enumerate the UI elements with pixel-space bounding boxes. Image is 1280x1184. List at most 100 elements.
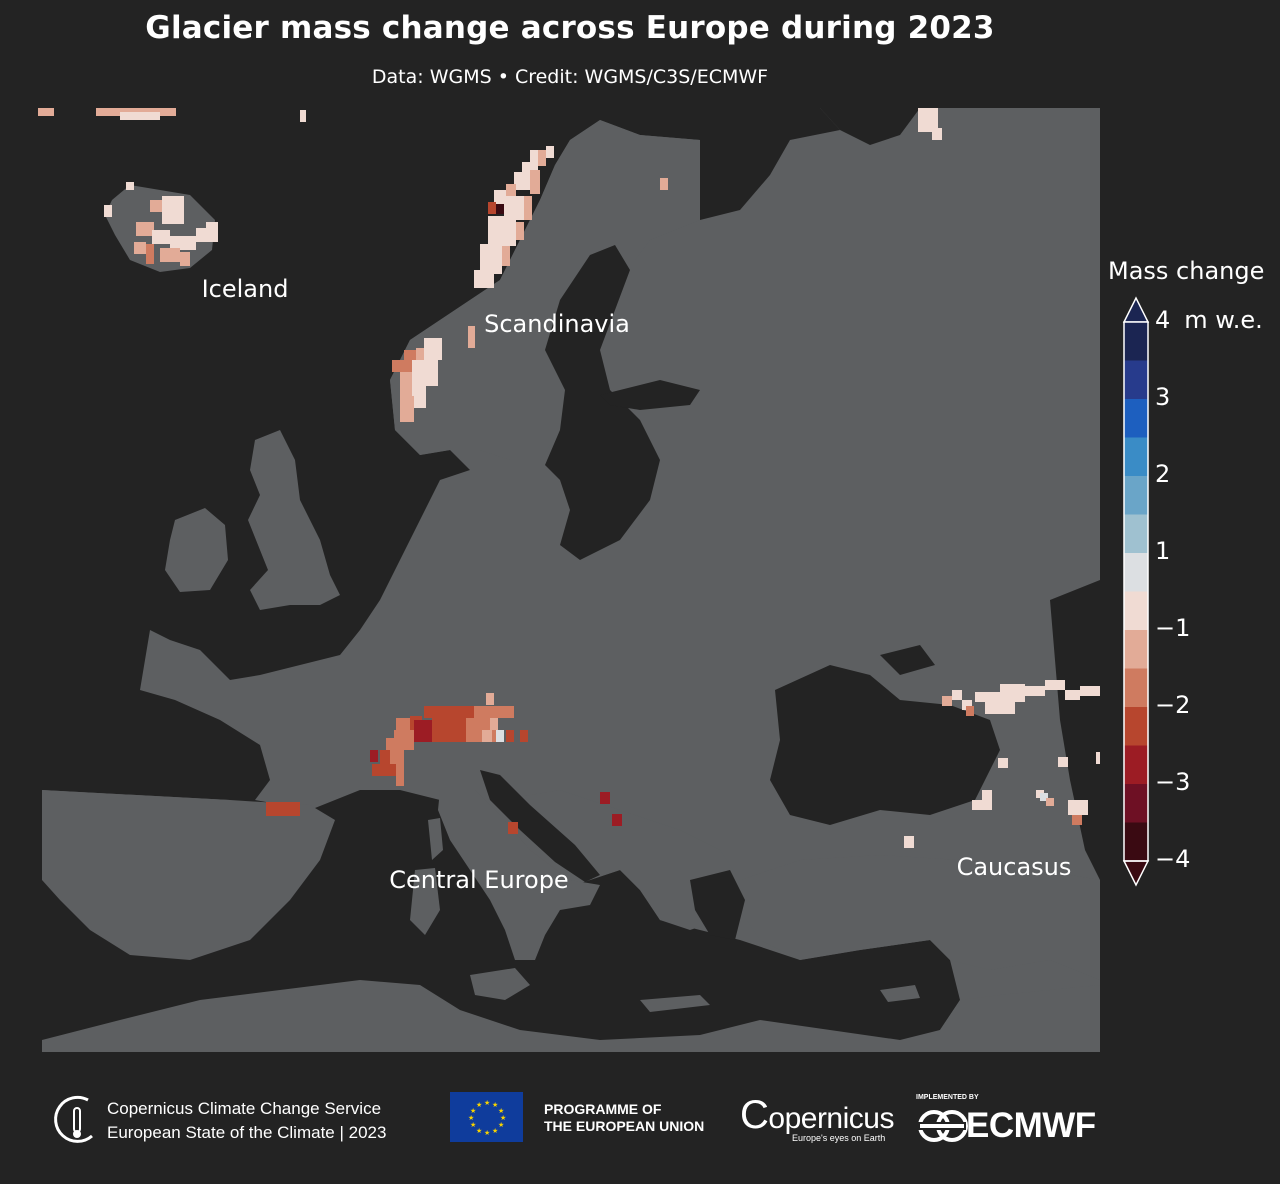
- colorbar-bin: [1124, 707, 1148, 746]
- glacier-cell: [372, 764, 396, 776]
- eu-line2: THE EUROPEAN UNION: [544, 1118, 705, 1134]
- chart-subtitle: Data: WGMS • Credit: WGMS/C3S/ECMWF: [371, 66, 769, 88]
- baltic-sea: [545, 245, 660, 560]
- scandinavia-land: [390, 120, 700, 460]
- glacier-cell: [918, 108, 938, 132]
- glacier-cell: [1046, 798, 1054, 806]
- glacier-cell: [104, 205, 112, 217]
- glacier-cell: [380, 750, 390, 764]
- glacier-cell: [1072, 815, 1082, 825]
- glacier-cell: [972, 800, 992, 810]
- glacier-cell: [975, 692, 1025, 702]
- colorbar-tick-label: −2: [1155, 691, 1191, 719]
- colorbar-bin: [1124, 322, 1148, 361]
- glacier-cell: [904, 836, 914, 848]
- colorbar-bin: [1124, 399, 1148, 438]
- glacier-cell: [180, 252, 190, 266]
- white-sea: [700, 108, 840, 220]
- eu-line1: PROGRAMME OF: [544, 1101, 662, 1117]
- glacier-cell: [412, 360, 438, 386]
- glacier-cell: [514, 172, 530, 190]
- svg-text:★: ★: [484, 1129, 490, 1137]
- glacier-cell: [134, 242, 146, 254]
- svg-text:★: ★: [492, 1127, 498, 1135]
- glacier-cell: [152, 230, 170, 244]
- glacier-cell: [966, 706, 974, 716]
- anatolia: [740, 855, 1100, 980]
- svg-text:★: ★: [498, 1121, 504, 1129]
- colorbar-bin: [1124, 360, 1148, 399]
- glacier-cell: [480, 244, 502, 274]
- iberia: [42, 790, 335, 960]
- corsica: [428, 818, 443, 860]
- gulf-of-finland: [600, 380, 700, 410]
- glacier-cell: [546, 146, 554, 158]
- svg-text:★: ★: [470, 1121, 476, 1129]
- glacier-cell: [120, 112, 160, 120]
- glacier-cell: [530, 150, 538, 170]
- svg-text:★: ★: [468, 1114, 474, 1122]
- sardinia: [410, 868, 440, 935]
- colorbar-extend-min: [1122, 860, 1150, 887]
- colorbar-bin: [1124, 668, 1148, 707]
- sicily: [470, 968, 530, 1000]
- glacier-cell: [1025, 686, 1045, 696]
- glacier-cell: [160, 248, 180, 262]
- glacier-cell: [1045, 680, 1065, 690]
- glacier-cell: [400, 396, 414, 422]
- glacier-cell: [1000, 684, 1025, 694]
- region-label-central-europe: Central Europe: [389, 866, 568, 894]
- svg-text:★: ★: [498, 1107, 504, 1115]
- iceland-land: [105, 185, 215, 272]
- glacier-cell: [474, 706, 514, 718]
- glacier-cell: [490, 718, 498, 730]
- glacier-cell: [404, 350, 416, 362]
- glacier-cell: [206, 222, 218, 242]
- glacier-cell: [474, 270, 494, 288]
- balkans: [500, 790, 740, 930]
- glacier-cell: [150, 200, 162, 212]
- glacier-cell: [1096, 752, 1100, 764]
- glacier-cell: [998, 758, 1008, 768]
- glacier-cell: [520, 730, 528, 742]
- c3s-line1: Copernicus Climate Change Service: [107, 1099, 382, 1118]
- barents-north: [820, 108, 920, 145]
- glacier-cell: [370, 750, 378, 762]
- glacier-cell: [412, 386, 426, 408]
- glacier-cell: [386, 738, 396, 752]
- glacier-cell: [962, 700, 972, 710]
- glacier-cell: [506, 730, 514, 742]
- svg-text:★: ★: [476, 1127, 482, 1135]
- glacier-cell: [1080, 686, 1100, 696]
- glacier-cell: [38, 108, 54, 116]
- sea-atlantic: [42, 108, 700, 800]
- glacier-cell: [396, 718, 410, 730]
- colorbar-tick-label: 1: [1155, 537, 1171, 565]
- glacier-cell: [466, 718, 490, 730]
- glacier-cell: [530, 170, 540, 194]
- glacier-cell: [932, 128, 942, 140]
- glacier-cell: [136, 222, 154, 236]
- glacier-cell: [1040, 793, 1048, 801]
- region-label-scandinavia: Scandinavia: [484, 310, 630, 338]
- copernicus-word: opernicus: [768, 1102, 894, 1135]
- glacier-cell: [496, 204, 504, 214]
- glacier-cell: [392, 360, 412, 372]
- glacier-cell: [502, 246, 510, 266]
- glacier-cell: [196, 228, 206, 242]
- glacier-cell: [496, 730, 504, 742]
- c3s-logo-icon: [54, 1095, 93, 1143]
- copernicus-c: C: [740, 1093, 769, 1137]
- colorbar-bin: [1124, 745, 1148, 784]
- glacier-cell: [424, 706, 474, 718]
- glacier-cell: [492, 730, 498, 742]
- glacier-cell: [982, 790, 992, 800]
- glacier-cell: [300, 110, 306, 122]
- svg-text:★: ★: [484, 1099, 490, 1107]
- glacier-cell: [162, 196, 184, 224]
- glacier-cell: [432, 718, 466, 742]
- colorbar-outline: [1123, 321, 1149, 862]
- glacier-cell: [486, 693, 494, 705]
- colorbar-bin: [1124, 476, 1148, 515]
- copernicus-logo: Copernicus: [740, 1093, 894, 1138]
